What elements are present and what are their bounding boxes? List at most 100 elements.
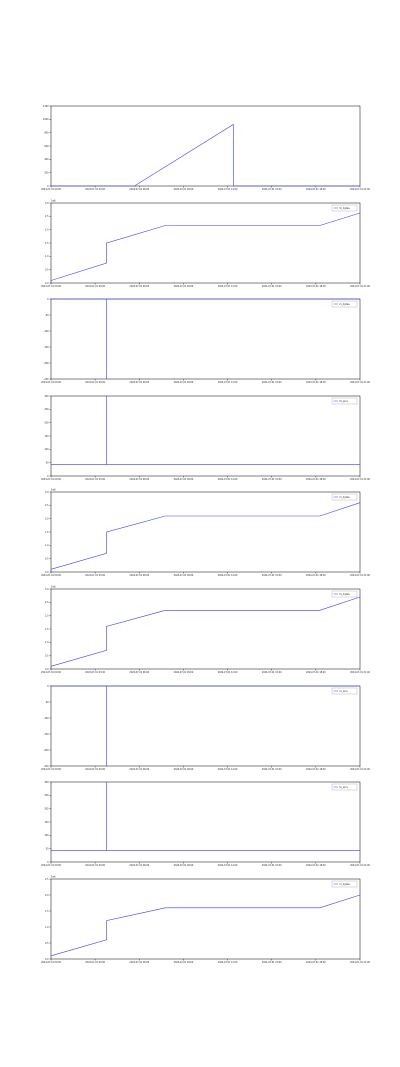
y-tick-label: 2.0 [45,228,49,231]
y-tick-label: 1.5 [45,910,49,913]
x-tick-label: 2024-07-01 06:00 [129,478,149,481]
y-tick-label: 1.0 [45,641,49,644]
axes-frame [50,878,361,960]
x-tick-label: 2024-07-01 18:00 [306,961,326,964]
legend-label: tx_bytes [340,207,351,210]
y-tick-label: 50 [46,847,49,850]
x-tick-label: 2024-07-01 21:00 [350,671,370,674]
y-tick-label: 2.5 [45,504,49,507]
y-tick-label: -200 [44,749,50,752]
legend-label: rx_bytes [340,883,351,886]
x-tick-label: 2024-07-01 00:00 [41,381,61,384]
x-tick-label: 2024-07-01 03:00 [85,671,105,674]
x-tick-label: 2024-07-01 00:00 [41,671,61,674]
y-tick-label: 250 [44,408,49,411]
x-tick-label: 2024-07-01 03:00 [85,381,105,384]
y-tick-label: 1.0 [45,544,49,547]
series-line-1 [51,782,360,851]
x-tick-label: 2024-07-01 00:00 [41,285,61,288]
x-tick-label: 2024-07-01 21:00 [350,961,370,964]
y-tick-label: -150 [44,346,50,349]
x-tick-label: 2024-07-01 21:00 [350,285,370,288]
y-tick-label: -100 [44,330,50,333]
x-tick-label: 2024-07-01 09:00 [174,768,194,771]
legend: rx_bytes [331,880,358,888]
x-tick-label: 2024-07-01 12:00 [218,478,238,481]
x-tick-label: 2024-07-01 15:00 [262,864,282,867]
legend-box [331,493,358,501]
legend-label: rx_bytes [340,303,351,306]
y-tick-label: 2.5 [45,215,49,218]
y-offset-label: 1e6 [51,200,56,203]
y-tick-label: 0 [47,185,49,188]
y-tick-label: 100 [44,834,49,837]
y-tick-label: 0.5 [45,268,49,271]
y-tick-label: 1200 [43,105,49,108]
y-tick-label: 300 [44,395,49,398]
x-tick-label: 2024-07-01 15:00 [262,188,282,191]
y-tick-label: 0 [47,861,49,864]
y-tick-label: 2.0 [45,614,49,617]
x-tick-label: 2024-07-01 12:00 [218,381,238,384]
legend-box [331,687,358,695]
x-tick-label: 2024-07-01 00:00 [41,478,61,481]
y-tick-label: 2.5 [45,601,49,604]
x-tick-label: 2024-07-01 09:00 [174,188,194,191]
x-tick-label: 2024-07-01 06:00 [129,961,149,964]
legend: tx_bytes [331,204,358,212]
y-tick-label: 0.0 [45,668,49,671]
y-tick-label: 0.0 [45,571,49,574]
chart-panel-8: 0 50 100 150 200 250 300 2024-07-01 00:00 2024-0… [41,781,370,867]
y-tick-label: 600 [44,145,49,148]
x-tick-label: 2024-07-01 06:00 [129,768,149,771]
legend-box [331,397,358,405]
x-tick-label: 2024-07-01 21:00 [350,768,370,771]
x-tick-label: 2024-07-01 15:00 [262,285,282,288]
series-line-1 [50,212,361,281]
series-line-1 [50,894,361,957]
y-tick-label: 50 [46,461,49,464]
y-tick-label: 1.0 [45,926,49,929]
x-tick-label: 2024-07-01 06:00 [129,864,149,867]
x-tick-label: 2024-07-01 12:00 [218,768,238,771]
x-tick-label: 2024-07-01 06:00 [129,671,149,674]
series-line-1 [51,298,360,379]
x-tick-label: 2024-07-01 03:00 [85,285,105,288]
x-tick-label: 2024-07-01 00:00 [41,961,61,964]
y-tick-label: 0.5 [45,654,49,657]
x-tick-label: 2024-07-01 06:00 [129,285,149,288]
x-tick-label: 2024-07-01 15:00 [262,671,282,674]
y-tick-label: 0.0 [45,958,49,961]
x-tick-label: 2024-07-01 18:00 [306,671,326,674]
x-tick-label: 2024-07-01 03:00 [85,188,105,191]
y-tick-label: -100 [44,717,50,720]
x-tick-label: 2024-07-01 21:00 [350,188,370,191]
legend-box [331,783,358,791]
y-tick-label: -150 [44,733,50,736]
y-offset-label: 1e6 [51,586,56,589]
x-tick-label: 2024-07-01 18:00 [306,864,326,867]
y-tick-label: 1.0 [45,255,49,258]
x-tick-label: 2024-07-01 15:00 [262,961,282,964]
y-tick-label: 100 [44,448,49,451]
legend-box [331,590,358,598]
x-tick-label: 2024-07-01 12:00 [218,285,238,288]
x-tick-label: 2024-07-01 12:00 [218,671,238,674]
x-tick-label: 2024-07-01 03:00 [85,864,105,867]
y-tick-label: 0.5 [45,942,49,945]
x-tick-label: 2024-07-01 21:00 [350,574,370,577]
x-tick-label: 2024-07-01 21:00 [350,381,370,384]
x-tick-label: 2024-07-01 09:00 [174,574,194,577]
y-tick-label: 800 [44,131,49,134]
x-tick-label: 2024-07-01 21:00 [350,864,370,867]
legend-label: tx_errs [340,786,349,789]
y-offset-label: 1e6 [51,876,56,879]
x-tick-label: 2024-07-01 09:00 [174,961,194,964]
x-tick-label: 2024-07-01 06:00 [129,574,149,577]
y-tick-label: 300 [44,781,49,784]
y-offset-label: 1e6 [51,489,56,492]
y-tick-label: 200 [44,807,49,810]
